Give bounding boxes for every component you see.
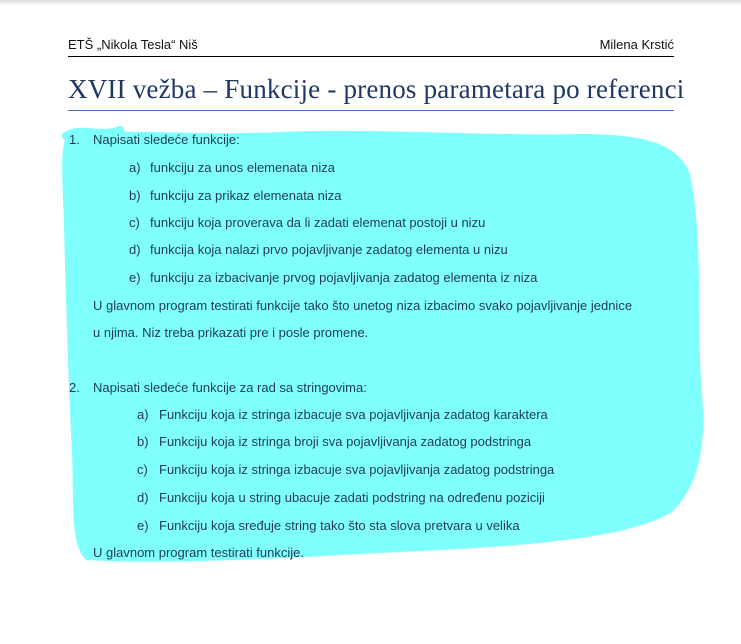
task-2-item-e-letter: e) (137, 518, 149, 533)
highlighter-marking (62, 126, 704, 562)
task-2-item-c-letter: c) (137, 462, 148, 477)
task-2-item-a-letter: a) (137, 407, 149, 422)
task-2-intro: Napisati sledeće funkcije za rad sa stri… (93, 380, 367, 395)
top-shadow (0, 0, 741, 6)
task-1-item-c: funkciju koja proverava da li zadati ele… (150, 215, 486, 230)
header-author: Milena Krstić (599, 37, 674, 52)
task-2-item-b-letter: b) (137, 434, 149, 449)
task-2-item-d-letter: d) (137, 490, 149, 505)
task-1-item-b: funkciju za prikaz elemenata niza (150, 188, 342, 203)
header-divider (68, 56, 674, 57)
header-school: ETŠ „Nikola Tesla“ Niš (68, 37, 198, 52)
task-1-item-b-letter: b) (129, 188, 141, 203)
task-1-item-d: funkcija koja nalazi prvo pojavljivanje … (150, 242, 508, 257)
task-1-outro-line-1: U glavnom program testirati funkcije tak… (93, 298, 633, 313)
page-header: ETŠ „Nikola Tesla“ Niš Milena Krstić (68, 37, 674, 52)
task-1-item-a: funkciju za unos elemenata niza (150, 160, 336, 175)
task-2-item-e: Funkciju koja sređuje string tako što st… (159, 518, 520, 533)
task-1-item-c-letter: c) (129, 215, 140, 230)
task-1-outro-line-2: u njima. Niz treba prikazati pre i posle… (93, 325, 369, 340)
task-2-item-a: Funkciju koja iz stringa izbacuje sva po… (159, 407, 548, 422)
title-underline (68, 110, 674, 111)
task-2-item-b: Funkciju koja iz stringa broji sva pojav… (159, 434, 532, 449)
page-title: XVII vežba – Funkcije - prenos parametar… (68, 74, 685, 104)
task-1-item-d-letter: d) (129, 242, 141, 257)
task-1-number: 1. (69, 132, 80, 147)
task-1-item-e: funkciju za izbacivanje prvog pojavljiva… (150, 270, 538, 285)
task-1-intro: Napisati sledeće funkcije: (93, 132, 240, 147)
task-2-item-d: Funkciju koja u string ubacuje zadati po… (159, 490, 545, 505)
task-2-item-c: Funkciju koja iz stringa izbacuje sva po… (159, 462, 555, 477)
task-1-item-e-letter: e) (129, 270, 141, 285)
task-2-outro: U glavnom program testirati funkcije. (93, 545, 304, 560)
task-2-number: 2. (69, 380, 80, 395)
task-1-item-a-letter: a) (129, 160, 141, 175)
